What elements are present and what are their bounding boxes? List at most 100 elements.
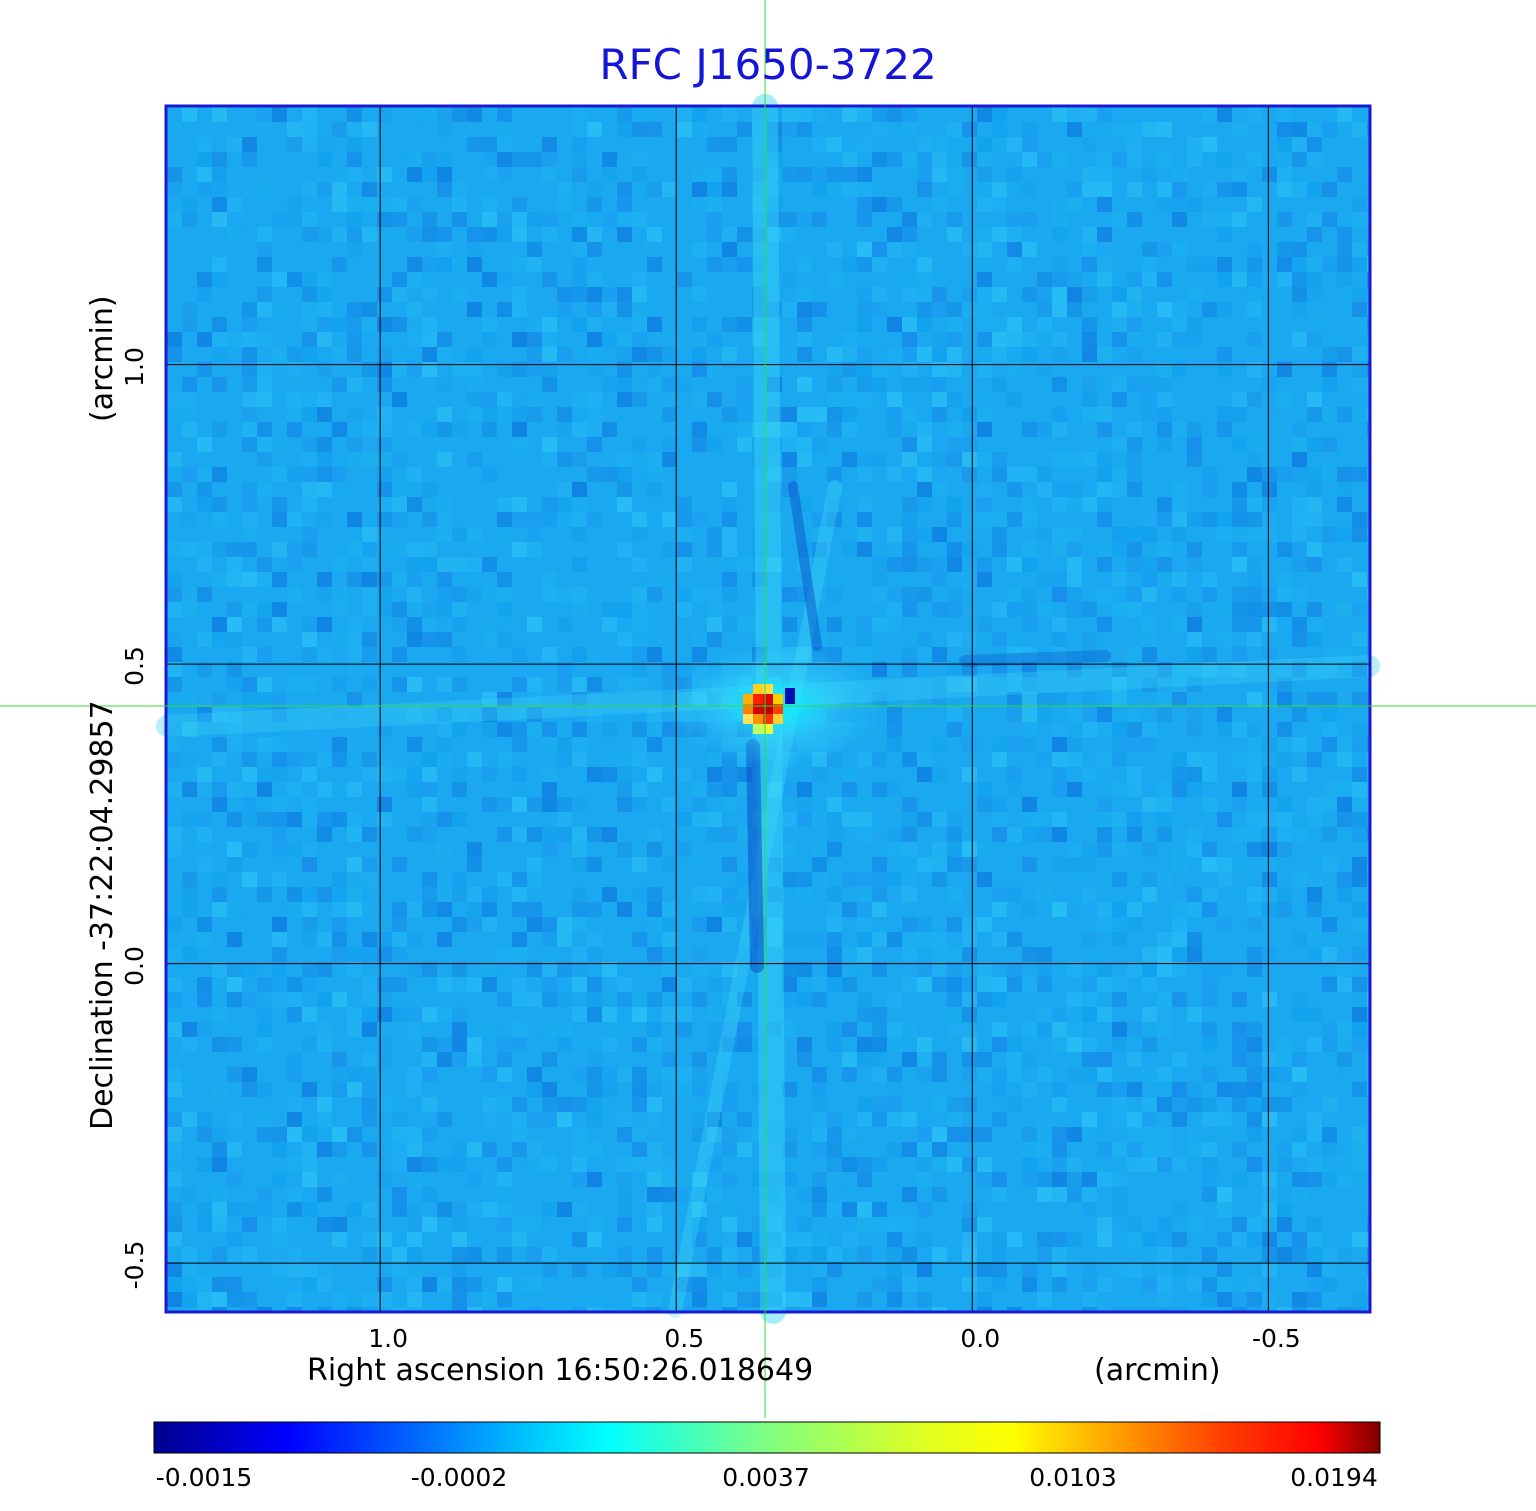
noise-cell [422, 347, 437, 362]
noise-cell [347, 1067, 362, 1082]
noise-cell [377, 437, 392, 452]
noise-cell [272, 962, 287, 977]
noise-cell [617, 542, 632, 557]
noise-cell [392, 317, 407, 332]
noise-cell [467, 557, 482, 572]
noise-cell [902, 212, 917, 227]
noise-cell [992, 887, 1007, 902]
noise-cell [422, 1097, 437, 1112]
noise-cell [197, 182, 212, 197]
noise-cell [362, 542, 377, 557]
noise-cell [497, 137, 512, 152]
noise-cell [1157, 422, 1172, 437]
noise-cell [812, 587, 827, 602]
noise-cell [1247, 137, 1262, 152]
noise-cell [707, 977, 722, 992]
noise-cell [812, 1112, 827, 1127]
noise-cell [1292, 1307, 1307, 1311]
noise-cell [407, 1307, 422, 1311]
noise-cell [1307, 932, 1322, 947]
noise-cell [692, 1172, 707, 1187]
noise-cell [632, 887, 647, 902]
noise-cell [407, 677, 422, 692]
noise-cell [692, 1187, 707, 1202]
noise-cell [632, 212, 647, 227]
noise-cell [1262, 707, 1277, 722]
noise-cell [842, 947, 857, 962]
noise-cell [407, 167, 422, 182]
noise-cell [497, 527, 512, 542]
noise-cell [1157, 1097, 1172, 1112]
noise-cell [1022, 1277, 1037, 1292]
noise-cell [452, 917, 467, 932]
noise-cell [752, 167, 767, 182]
noise-cell [782, 512, 797, 527]
noise-cell [767, 1292, 782, 1307]
noise-cell [677, 587, 692, 602]
noise-cell [797, 1232, 812, 1247]
noise-cell [1277, 542, 1292, 557]
noise-cell [1037, 962, 1052, 977]
noise-cell [212, 752, 227, 767]
noise-cell [827, 932, 842, 947]
noise-cell [422, 302, 437, 317]
noise-cell [782, 962, 797, 977]
noise-cell [1052, 1097, 1067, 1112]
noise-cell [1187, 707, 1202, 722]
noise-cell [1247, 962, 1262, 977]
noise-cell [1112, 1082, 1127, 1097]
noise-cell [362, 947, 377, 962]
noise-cell [797, 812, 812, 827]
noise-cell [902, 1022, 917, 1037]
noise-cell [572, 902, 587, 917]
noise-cell [827, 137, 842, 152]
noise-cell [1157, 572, 1172, 587]
noise-cell [677, 1067, 692, 1082]
noise-cell [632, 722, 647, 737]
noise-cell [887, 887, 902, 902]
noise-cell [437, 737, 452, 752]
noise-cell [737, 1247, 752, 1262]
noise-cell [467, 1037, 482, 1052]
noise-cell [737, 107, 752, 122]
noise-cell [1277, 812, 1292, 827]
noise-cell [1247, 1037, 1262, 1052]
noise-cell [1322, 1277, 1337, 1292]
noise-cell [857, 632, 872, 647]
noise-cell [1022, 617, 1037, 632]
noise-cell [1157, 542, 1172, 557]
noise-cell [302, 497, 317, 512]
noise-cell [662, 302, 677, 317]
noise-cell [167, 1112, 182, 1127]
noise-cell [692, 1232, 707, 1247]
noise-cell [1352, 797, 1367, 812]
noise-cell [1067, 1172, 1082, 1187]
noise-cell [392, 1247, 407, 1262]
noise-cell [422, 632, 437, 647]
noise-cell [557, 482, 572, 497]
noise-cell [257, 242, 272, 257]
noise-cell [1187, 1217, 1202, 1232]
noise-cell [602, 197, 617, 212]
noise-cell [1082, 1277, 1097, 1292]
noise-cell [602, 167, 617, 182]
noise-cell [932, 1097, 947, 1112]
noise-cell [392, 272, 407, 287]
noise-cell [1352, 497, 1367, 512]
noise-cell [407, 1262, 422, 1277]
noise-cell [1352, 827, 1367, 842]
noise-cell [227, 1112, 242, 1127]
noise-cell [1307, 542, 1322, 557]
noise-cell [212, 1277, 227, 1292]
noise-cell [257, 707, 272, 722]
noise-cell [1187, 152, 1202, 167]
noise-cell [767, 872, 782, 887]
noise-cell [1307, 122, 1322, 137]
noise-cell [242, 692, 257, 707]
noise-cell [887, 107, 902, 122]
noise-cell [302, 797, 317, 812]
noise-cell [1247, 152, 1262, 167]
noise-cell [1337, 692, 1352, 707]
noise-cell [617, 647, 632, 662]
noise-cell [902, 122, 917, 137]
